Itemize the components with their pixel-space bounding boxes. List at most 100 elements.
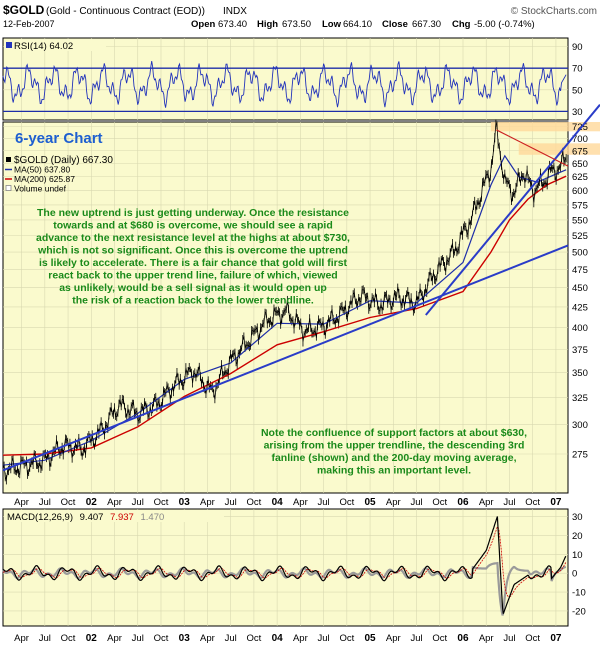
- price-tick-label: 650: [572, 159, 588, 170]
- time-axis-label: Oct: [154, 497, 169, 508]
- time-axis-label: 04: [272, 497, 284, 508]
- rsi-panel-bg: [2, 37, 569, 121]
- time-axis-label: Apr: [107, 497, 122, 508]
- price-tick-label: 325: [572, 393, 588, 404]
- time-axis-label: Apr: [107, 633, 122, 644]
- price-tick-label: 275: [572, 449, 588, 460]
- resistance-zone-730: [490, 122, 600, 132]
- time-axis-label: 05: [365, 633, 377, 644]
- time-axis-label: 04: [272, 633, 284, 644]
- ma200-line: [2, 175, 567, 456]
- time-axis-label: Apr: [200, 497, 215, 508]
- time-axis-label: Oct: [432, 633, 447, 644]
- time-axis-label: Jul: [503, 497, 515, 508]
- macd-label-bg: [4, 510, 224, 522]
- time-axis-label: Jul: [132, 497, 144, 508]
- rsi-ticks: 90 70 50 30: [572, 42, 583, 118]
- rsi-legend-icon: [6, 42, 12, 48]
- price-grid: [3, 122, 568, 493]
- open-label: Open: [191, 19, 215, 30]
- legend-item: MA(50) 637.80: [14, 165, 70, 175]
- time-axis-label: Apr: [200, 633, 215, 644]
- time-axis-label: Jul: [132, 633, 144, 644]
- price-tick-label: 550: [572, 215, 588, 226]
- annotation-line: is likely to accelerate. There is a fair…: [39, 257, 348, 269]
- time-axis-label: Apr: [386, 497, 401, 508]
- chg-label: Chg: [452, 19, 471, 30]
- time-axis-label: 06: [457, 497, 469, 508]
- time-axis-label: Jul: [225, 497, 237, 508]
- macd-tick-label: 20: [572, 531, 583, 542]
- rsi-tick-label: 30: [572, 107, 583, 118]
- symbol-title: $GOLD: [3, 3, 45, 17]
- time-axis-label: Jul: [503, 633, 515, 644]
- annotation-line: fanline (shown) and the 200-day moving a…: [271, 452, 516, 464]
- price-tick-label: 600: [572, 186, 588, 197]
- time-axis-label: 02: [86, 633, 98, 644]
- low-label: Low: [322, 19, 342, 30]
- price-tick-label: 400: [572, 323, 588, 334]
- price-tick-label: 500: [572, 248, 588, 259]
- macd-ticks: 30 20 10 0 -10 -20: [572, 512, 586, 617]
- annotation-line: as unlikely, would be a sell signal as i…: [59, 282, 327, 294]
- macd-label-name: MACD(12,26,9): [7, 512, 73, 523]
- chart-date: 12-Feb-2007: [3, 19, 55, 29]
- price-tick-label: 475: [572, 265, 588, 276]
- macd-panel: 30 20 10 0 -10 -20 MACD(12,26,9) 9.407 7.937 …: [2, 508, 586, 627]
- price-tick-label: 700: [572, 134, 588, 145]
- time-axis-label: Oct: [432, 497, 447, 508]
- annotation-top: The new uptrend is just getting underway…: [36, 207, 350, 307]
- price-panel: 7257006756506256005755505255004754504254…: [2, 104, 600, 494]
- annotation-line: arising from the upper trendline, the de…: [264, 440, 525, 452]
- symbol-description: (Gold - Continuous Contract (EOD)): [46, 6, 205, 17]
- macd-tick-label: -20: [572, 606, 586, 617]
- price-ticks: 7257006756506256005755505255004754504254…: [572, 122, 588, 460]
- time-axis-label: Jul: [39, 633, 51, 644]
- legend-item: MA(200) 625.87: [14, 174, 75, 184]
- macd-tick-label: 30: [572, 512, 583, 523]
- legend-marker: [5, 185, 12, 191]
- upper-trendline: [425, 104, 600, 316]
- price-line: [2, 121, 567, 482]
- annotation-line: making this an important level.: [317, 465, 471, 477]
- rsi-tick-label: 70: [572, 64, 583, 75]
- annotation-line: Note the confluence of support factors a…: [261, 427, 527, 439]
- rsi-line: [2, 61, 567, 108]
- macd-value: 9.407: [80, 512, 104, 523]
- time-axis-label: 03: [179, 633, 191, 644]
- high-label: High: [257, 19, 278, 30]
- time-axis-label: 05: [365, 497, 377, 508]
- time-axis-label: Jul: [225, 633, 237, 644]
- close-value: 667.30: [412, 19, 441, 30]
- macd-hist-value: 1.470: [140, 512, 164, 523]
- time-axis-macd: Apr Jul Oct 02 Apr Jul Oct 03 Apr Jul Oct 04 Apr Jul O…: [14, 633, 562, 644]
- open-value: 673.40: [218, 19, 247, 30]
- price-tick-label: 350: [572, 368, 588, 379]
- annotation-bottom: Note the confluence of support factors a…: [261, 427, 527, 477]
- macd-signal-value: 7.937: [110, 512, 134, 523]
- time-axis-label: Oct: [247, 497, 262, 508]
- legend-item: Volume undef: [14, 184, 67, 194]
- macd-tick-label: 0: [572, 569, 577, 580]
- time-axis-label: 07: [550, 633, 562, 644]
- header: $GOLD (Gold - Continuous Contract (EOD))…: [3, 3, 597, 30]
- price-tick-label: 525: [572, 231, 588, 242]
- rsi-panel: 90 70 50 30 RSI(14) 64.02: [2, 37, 583, 121]
- chg-value: -5.00 (-0.74%): [474, 19, 535, 30]
- time-axis-label: Oct: [154, 633, 169, 644]
- annotation-line: react back to the upper trend line, fail…: [48, 270, 337, 282]
- rsi-label: RSI(14) 64.02: [14, 41, 73, 52]
- time-axis-label: Oct: [339, 497, 354, 508]
- high-value: 673.50: [282, 19, 311, 30]
- rsi-tick-label: 50: [572, 85, 583, 96]
- time-axis-label: Apr: [479, 497, 494, 508]
- time-axis-label: Oct: [61, 633, 76, 644]
- rsi-label-bg: [4, 39, 106, 51]
- time-axis-label: 07: [550, 497, 562, 508]
- annotation-line: advance to the next resistance level at …: [36, 232, 350, 244]
- price-tick-label: 425: [572, 302, 588, 313]
- descending-fanline: [496, 129, 569, 167]
- chart-title: 6-year Chart: [15, 130, 103, 147]
- annotation-line: towards and at $680 is overcome, we shou…: [53, 220, 333, 232]
- time-axis-label: 06: [457, 633, 469, 644]
